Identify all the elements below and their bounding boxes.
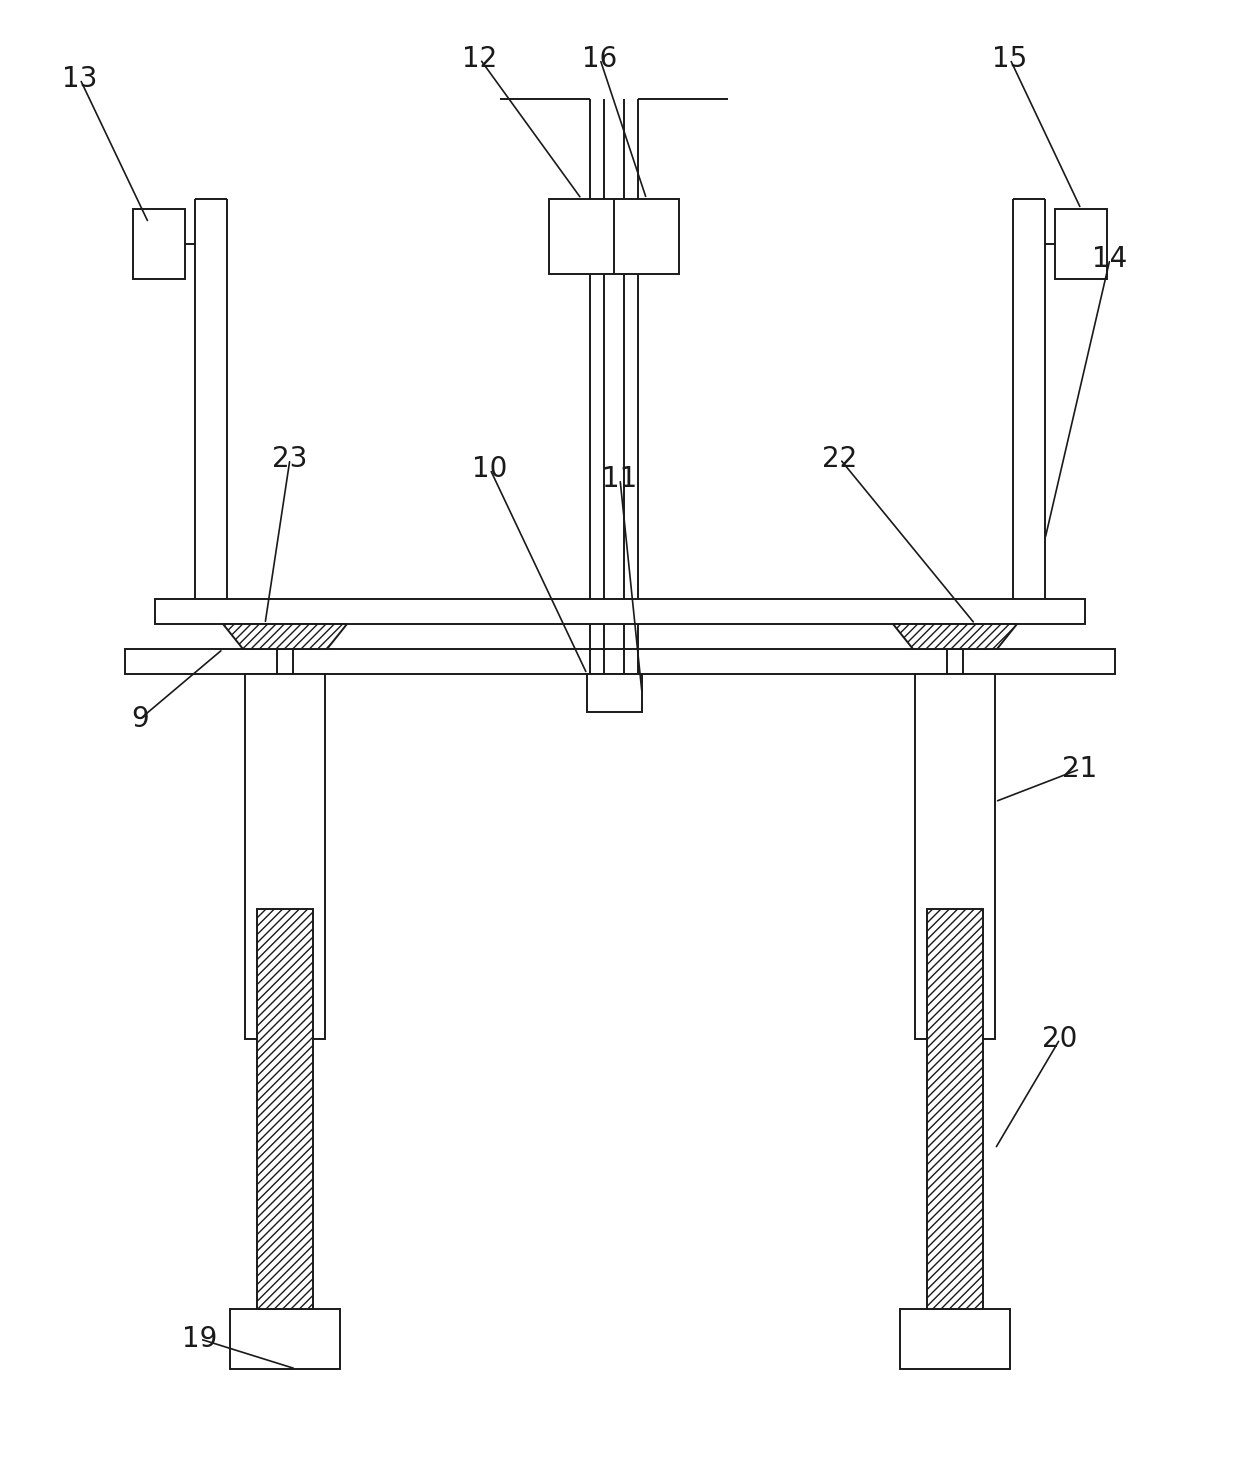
- Bar: [155, 599, 1085, 624]
- Bar: [1055, 209, 1107, 279]
- Text: 9: 9: [131, 705, 149, 733]
- Bar: [900, 1309, 1011, 1369]
- Text: 13: 13: [62, 65, 98, 93]
- Bar: [587, 674, 642, 712]
- Text: 16: 16: [583, 46, 618, 73]
- Bar: [133, 209, 185, 279]
- Text: 15: 15: [992, 46, 1028, 73]
- Text: 20: 20: [1043, 1025, 1078, 1053]
- Polygon shape: [223, 624, 347, 649]
- Bar: [549, 198, 680, 275]
- Text: 22: 22: [822, 445, 858, 473]
- Bar: [229, 1309, 340, 1369]
- Text: 21: 21: [1063, 755, 1097, 783]
- Text: 14: 14: [1092, 245, 1127, 273]
- Bar: [246, 674, 325, 1039]
- Bar: [125, 649, 1115, 674]
- Text: 19: 19: [182, 1325, 218, 1353]
- Bar: [257, 909, 312, 1309]
- Text: 23: 23: [273, 445, 308, 473]
- Bar: [915, 674, 994, 1039]
- Text: 12: 12: [463, 46, 497, 73]
- Bar: [928, 909, 983, 1309]
- Polygon shape: [893, 624, 1017, 649]
- Text: 10: 10: [472, 455, 507, 483]
- Text: 11: 11: [603, 466, 637, 494]
